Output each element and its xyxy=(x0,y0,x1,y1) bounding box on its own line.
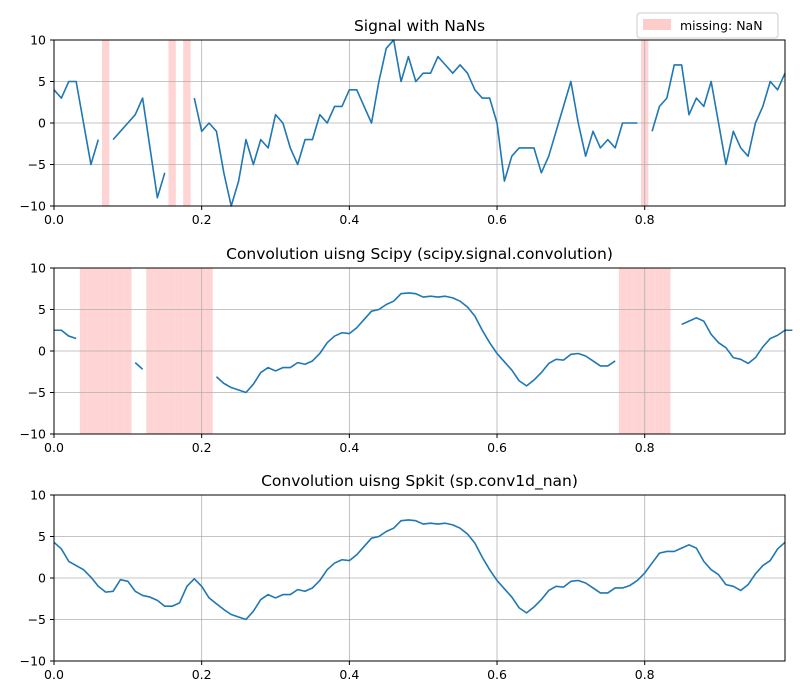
y-tick-label: 10 xyxy=(30,261,46,276)
y-tick-label: 0 xyxy=(38,116,46,131)
subplot-1: 0.0 0.2 0.4 0.6 0.8 10 5 0 −5 −10 Signal with NaNs… xyxy=(20,12,786,227)
x-tick-label: 0.0 xyxy=(44,667,64,682)
subplot-title: Signal with NaNs xyxy=(354,17,485,35)
subplot-2: 0.0 0.2 0.4 0.6 0.8 10 5 0 −5 −10 Convolution uisn… xyxy=(20,245,793,455)
y-tick-label: −5 xyxy=(28,157,46,172)
y-tick-label: 10 xyxy=(30,488,46,503)
y-tick-label: −10 xyxy=(20,427,46,442)
subplot-title: Convolution uisng Spkit (sp.conv1d_nan) xyxy=(261,472,578,491)
x-tick-label: 0.8 xyxy=(635,440,655,455)
y-tick-label: 5 xyxy=(38,302,46,317)
y-tick-label: 10 xyxy=(30,33,46,48)
x-tick-label: 0.6 xyxy=(487,667,507,682)
y-tick-label: 0 xyxy=(38,344,46,359)
x-tick-label: 0.0 xyxy=(44,440,64,455)
x-tick-label: 0.6 xyxy=(487,440,507,455)
x-tick-label: 0.4 xyxy=(339,212,359,227)
subplot-3: 0.0 0.2 0.4 0.6 0.8 10 5 0 −5 −10 Convolution uisn… xyxy=(20,472,786,682)
x-tick-label: 0.4 xyxy=(339,440,359,455)
x-tick-label: 0.6 xyxy=(487,212,507,227)
series-line xyxy=(54,292,793,394)
legend-label: missing: NaN xyxy=(680,18,763,33)
series-line xyxy=(53,39,786,207)
y-tick-label: −5 xyxy=(28,385,46,400)
legend: missing: NaN xyxy=(636,12,779,39)
x-tick-label: 0.8 xyxy=(635,667,655,682)
y-tick-label: −5 xyxy=(28,612,46,627)
y-tick-label: 5 xyxy=(38,74,46,89)
y-tick-label: 5 xyxy=(38,529,46,544)
x-tick-label: 0.2 xyxy=(192,212,212,227)
x-tick-label: 0.8 xyxy=(635,212,655,227)
legend-swatch xyxy=(643,19,671,30)
y-tick-label: −10 xyxy=(20,654,46,669)
x-tick-label: 0.2 xyxy=(192,440,212,455)
legend-frame xyxy=(636,12,779,39)
subplot-title: Convolution uisng Scipy (scipy.signal.co… xyxy=(226,245,613,263)
y-tick-label: 0 xyxy=(38,571,46,586)
x-tick-label: 0.2 xyxy=(192,667,212,682)
x-tick-label: 0.0 xyxy=(44,212,64,227)
x-tick-label: 0.4 xyxy=(339,667,359,682)
series-line xyxy=(53,519,786,621)
y-tick-label: −10 xyxy=(20,199,46,214)
